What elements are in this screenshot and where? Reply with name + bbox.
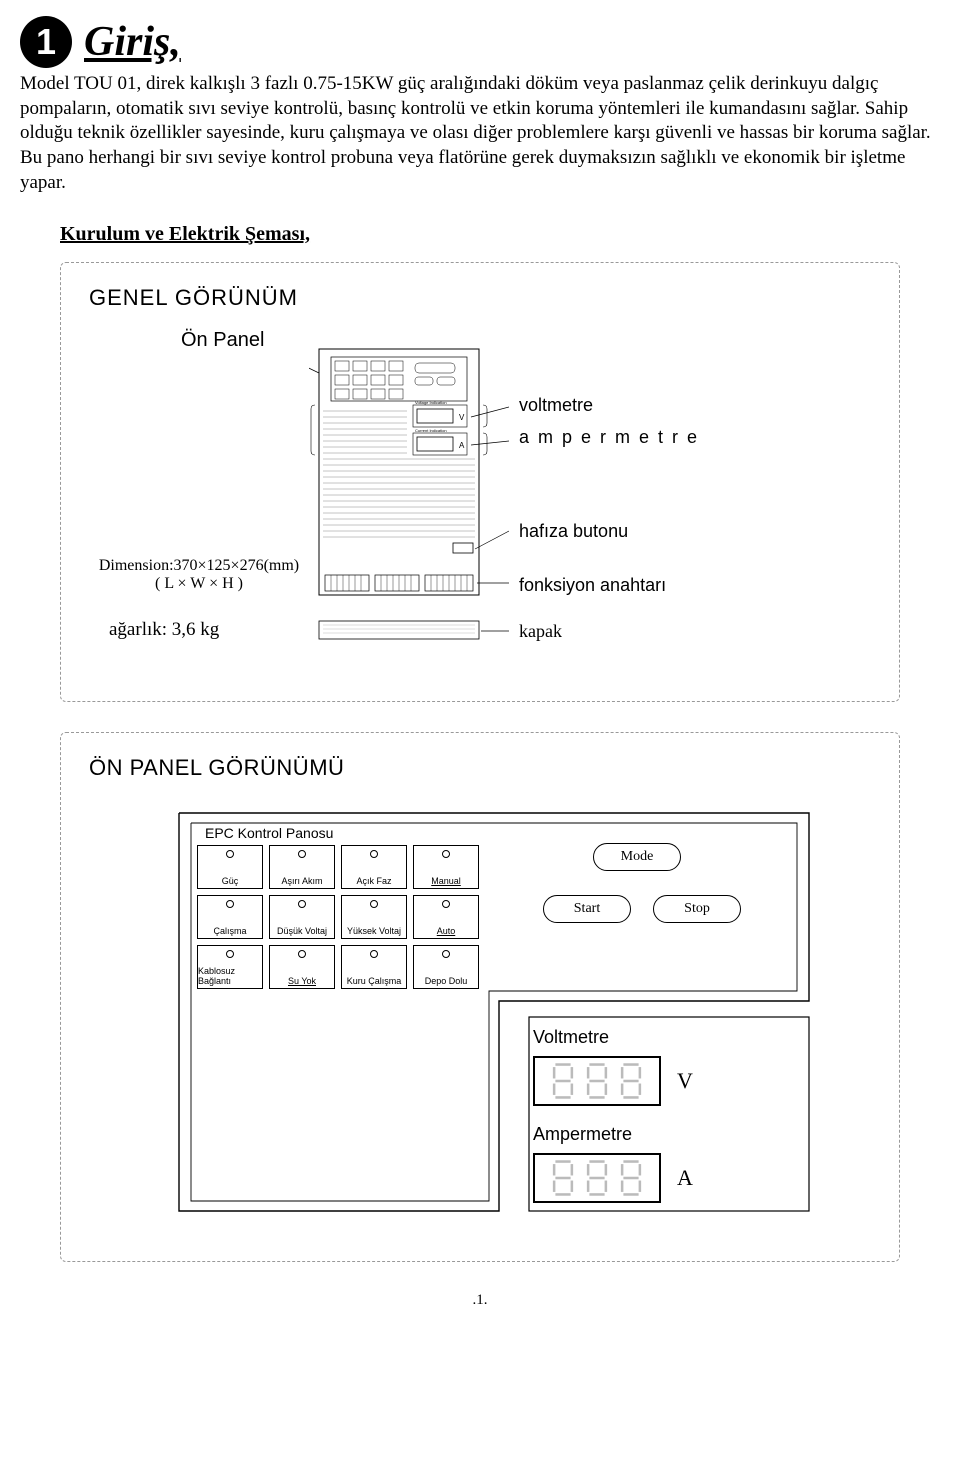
led-label: Kuru Çalışma (347, 976, 402, 986)
led-label: Çalışma (213, 926, 246, 936)
seven-segment-icon (616, 1159, 646, 1197)
seven-segment-icon (582, 1062, 612, 1100)
start-stop-row: Start Stop (543, 895, 741, 933)
seven-segment-icon (548, 1062, 578, 1100)
device-illustration: V Voltage Indication A Current Indicatio… (309, 345, 509, 645)
callout-function-key: fonksiyon anahtarı (519, 575, 666, 596)
start-button[interactable]: Start (543, 895, 631, 923)
ammeter-display (533, 1153, 661, 1203)
callout-ammeter: a m p e r m e t r e (519, 427, 699, 448)
callout-memory-button: hafıza butonu (519, 521, 628, 542)
led-label: Açık Faz (356, 876, 391, 886)
led-tank-full: Depo Dolu (413, 945, 479, 989)
dimension-line2: ( L × W × H ) (155, 575, 243, 592)
front-panel-view-title: ÖN PANEL GÖRÜNÜMÜ (89, 755, 871, 781)
general-view-layout: Ön Panel V Voltage Indication A Current … (89, 329, 871, 669)
led-high-voltage: Yüksek Voltaj (341, 895, 407, 939)
led-label: Aşırı Akım (281, 876, 322, 886)
general-view-title: GENEL GÖRÜNÜM (89, 285, 871, 311)
weight-text: ağarlık: 3,6 kg (109, 619, 219, 641)
title-row: 1 Giriş, (20, 16, 940, 68)
led-label: Depo Dolu (425, 976, 468, 986)
amp-unit: A (677, 1165, 693, 1191)
led-label: Güç (222, 876, 239, 886)
ammeter-row: A (533, 1153, 803, 1203)
voltmeter-display (533, 1056, 661, 1106)
voltmeter-row: V (533, 1056, 803, 1106)
led-label: Su Yok (288, 976, 316, 986)
page-title: Giriş, (84, 18, 181, 66)
volt-unit: V (677, 1068, 693, 1094)
seven-segment-icon (616, 1062, 646, 1100)
mode-button-group: Mode (593, 843, 681, 881)
front-panel-label: Ön Panel (181, 329, 264, 352)
intro-paragraph: Model TOU 01, direk kalkışlı 3 fazlı 0.7… (20, 72, 940, 195)
led-grid: Güç Aşırı Akım Açık Faz Manual Çalışma D… (197, 845, 479, 989)
ammeter-label: Ampermetre (533, 1124, 803, 1145)
callout-voltmeter: voltmetre (519, 395, 593, 416)
svg-text:Current Indication: Current Indication (415, 428, 447, 433)
led-label: Düşük Voltaj (277, 926, 327, 936)
dimension-text: Dimension:370×125×276(mm) ( L × W × H ) (89, 557, 309, 593)
section-subheading: Kurulum ve Elektrik Şeması, (60, 223, 940, 246)
front-panel-layout: EPC Kontrol Panosu Güç Aşırı Akım Açık F… (89, 799, 871, 1229)
led-running: Çalışma (197, 895, 263, 939)
section-number-badge: 1 (20, 16, 72, 68)
panel-inner-label: EPC Kontrol Panosu (205, 825, 333, 841)
general-view-box: GENEL GÖRÜNÜM Ön Panel V Voltage Indicat… (60, 262, 900, 702)
stop-button[interactable]: Stop (653, 895, 741, 923)
seven-segment-icon (582, 1159, 612, 1197)
front-panel-view-box: ÖN PANEL GÖRÜNÜMÜ EPC Kontrol Panosu Güç… (60, 732, 900, 1262)
led-label: Kablosuz Bağlantı (198, 966, 262, 986)
svg-text:Voltage Indication: Voltage Indication (415, 400, 447, 405)
meter-section: Voltmetre V Ampermetre A (533, 1027, 803, 1203)
led-label: Yüksek Voltaj (347, 926, 401, 936)
led-manual: Manual (413, 845, 479, 889)
led-open-phase: Açık Faz (341, 845, 407, 889)
callout-cover: kapak (519, 621, 562, 642)
led-power: Güç (197, 845, 263, 889)
led-dry-run: Kuru Çalışma (341, 945, 407, 989)
led-no-water: Su Yok (269, 945, 335, 989)
seven-segment-icon (548, 1159, 578, 1197)
page-footer: .1. (20, 1292, 940, 1309)
led-overcurrent: Aşırı Akım (269, 845, 335, 889)
voltmeter-label: Voltmetre (533, 1027, 803, 1048)
led-low-voltage: Düşük Voltaj (269, 895, 335, 939)
led-wireless: Kablosuz Bağlantı (197, 945, 263, 989)
svg-text:V: V (459, 413, 465, 422)
mode-button[interactable]: Mode (593, 843, 681, 871)
dimension-line1: Dimension:370×125×276(mm) (99, 557, 299, 574)
led-label: Manual (431, 876, 461, 886)
led-label: Auto (437, 926, 456, 936)
led-auto: Auto (413, 895, 479, 939)
svg-text:A: A (459, 441, 465, 450)
